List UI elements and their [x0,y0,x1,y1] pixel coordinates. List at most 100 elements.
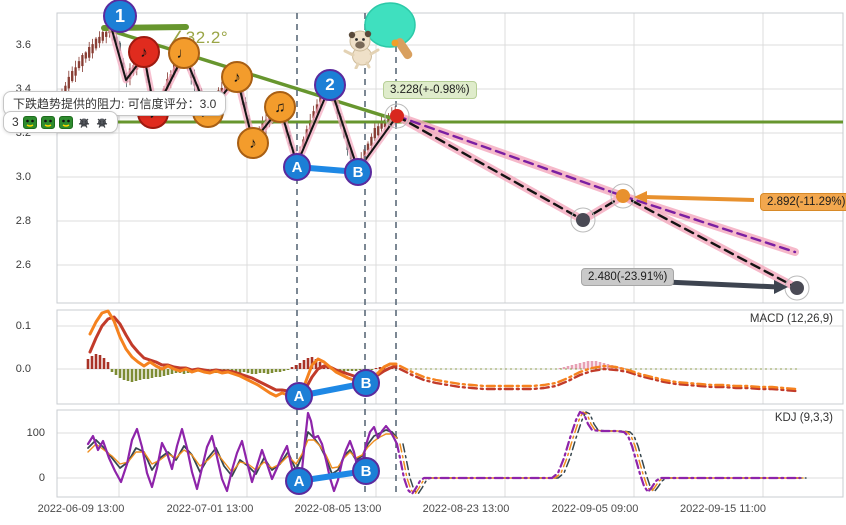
forecast-line-black[interactable] [395,114,799,290]
forecast-dot[interactable] [616,189,630,203]
confidence-rating-row: 3 [3,111,118,133]
music-note-marker[interactable]: ♩ [168,37,200,69]
kdj-forecast-line [402,411,807,495]
macd-histogram-bar [138,369,142,380]
marker-2-main[interactable]: 2 [314,69,346,101]
low-target-arrowhead[interactable] [774,280,788,294]
mid-target-price-label[interactable]: 2.892(-11.29%) [760,193,846,211]
macd-forecast-bar [606,364,610,369]
mascot-sticker [343,2,416,69]
macd-histogram-bar [106,362,110,369]
macd-indicator-label: MACD (12,26,9) [749,313,833,325]
macd-y-tick-label: 0.0 [15,363,31,375]
tooltip-text: 下跌趋势提供的阻力: 可信度评分：3.0 [13,97,217,111]
macd-histogram-bar [294,365,298,369]
macd-histogram-bar [302,360,306,369]
macd-histogram-bar [122,369,126,380]
low-target-arrow[interactable] [665,279,779,290]
macd-histogram-bar [182,369,186,374]
forecast-dot-halo [610,183,636,209]
macd-y-tick-label: 0.1 [15,320,31,332]
marker-a-macd[interactable]: A [285,382,313,410]
macd-forecast-bar [586,361,590,369]
macd-histogram-bar [318,362,322,369]
macd-forecast-bar [578,363,582,369]
music-note-marker[interactable]: ♪ [128,36,160,68]
rating-green-icon [22,115,37,129]
macd-histogram-bar [170,369,174,374]
kdj-panel-border [56,409,844,498]
macd-histogram-bar [234,369,238,373]
macd-forecast-bar [574,364,578,369]
marker-1-main[interactable]: 1 [103,0,137,33]
macd-forecast-bar [562,367,566,369]
macd-histogram-bar [126,369,130,381]
macd-histogram-bar [266,369,270,374]
down-trendline[interactable] [110,29,399,122]
macd-histogram-bar [166,369,170,375]
rating-value: 3 [12,115,19,129]
macd-histogram-bar [346,369,350,371]
macd-histogram-bar [90,356,94,369]
marker-b-macd[interactable]: B [352,369,380,397]
kdj-y-tick-label: 100 [26,427,45,439]
kdj-y-tick-label: 0 [38,472,45,484]
macd-histogram-bar [250,369,254,374]
macd-histogram-bar [246,369,250,373]
macd-histogram-bar [278,369,282,372]
marker-a-main[interactable]: A [283,153,311,181]
mid-target-arrowhead[interactable] [634,191,647,203]
rating-green-icon [58,115,73,129]
forecast-dot[interactable] [390,109,404,123]
x-axis-tick-label: 2022-08-23 13:00 [422,503,510,515]
macd-histogram-bar [158,369,162,377]
macd-dea-line [88,315,398,396]
macd-histogram-bar [130,369,134,382]
macd-histogram-bar [110,369,114,372]
macd-histogram-bar [262,369,266,373]
rating-dark-icon [77,116,91,129]
macd-forecast-bar [594,361,598,369]
kdj-j-line [86,411,399,493]
kdj-d-line [87,433,398,473]
macd-histogram-bar [350,369,354,371]
forecast-dot[interactable] [790,281,804,295]
marker-a-kdj[interactable]: A [285,467,313,495]
macd-histogram-bar [286,369,290,370]
current-price-label[interactable]: 3.228(+-0.98%) [383,81,477,99]
x-axis-tick-label: 2022-08-05 13:00 [294,503,382,515]
macd-histogram-bar [290,367,294,369]
macd-histogram-bar [102,358,106,369]
forecast-dot-halo [570,207,596,233]
forecast-dot[interactable] [576,213,590,227]
macd-histogram-bar [378,367,382,369]
music-note-marker[interactable]: ♪ [221,61,253,93]
x-axis-tick-label: 2022-06-09 13:00 [37,503,125,515]
forecast-glow [393,112,801,292]
main-y-tick-label: 3.0 [15,171,31,183]
music-note-marker[interactable]: ♫ [264,91,296,123]
macd-dea-forecast [398,367,798,393]
kdj-indicator-label: KDJ (9,3,3) [774,412,833,424]
main-y-tick-label: 2.6 [15,259,31,271]
macd-histogram-bar [118,369,122,378]
macd-histogram-bar [258,369,262,373]
macd-histogram-bar [342,369,346,372]
macd-histogram-bar [274,369,278,372]
macd-histogram-bar [150,369,154,378]
macd-histogram-bar [282,369,286,371]
macd-histogram-bar [86,359,90,369]
macd-histogram-bar [394,367,398,369]
macd-histogram-bar [374,368,378,369]
music-note-marker[interactable]: ♪ [237,127,269,159]
macd-histogram-bar [146,369,150,379]
marker-b-main[interactable]: B [344,158,372,186]
mid-target-arrow[interactable] [643,195,755,202]
low-target-price-label[interactable]: 2.480(-23.91%) [581,268,675,286]
marker-b-kdj[interactable]: B [352,457,380,485]
macd-histogram-bar [142,369,146,379]
main-panel-border [56,12,844,304]
macd-forecast-bar [570,365,574,369]
rating-dark-icon [95,116,109,129]
